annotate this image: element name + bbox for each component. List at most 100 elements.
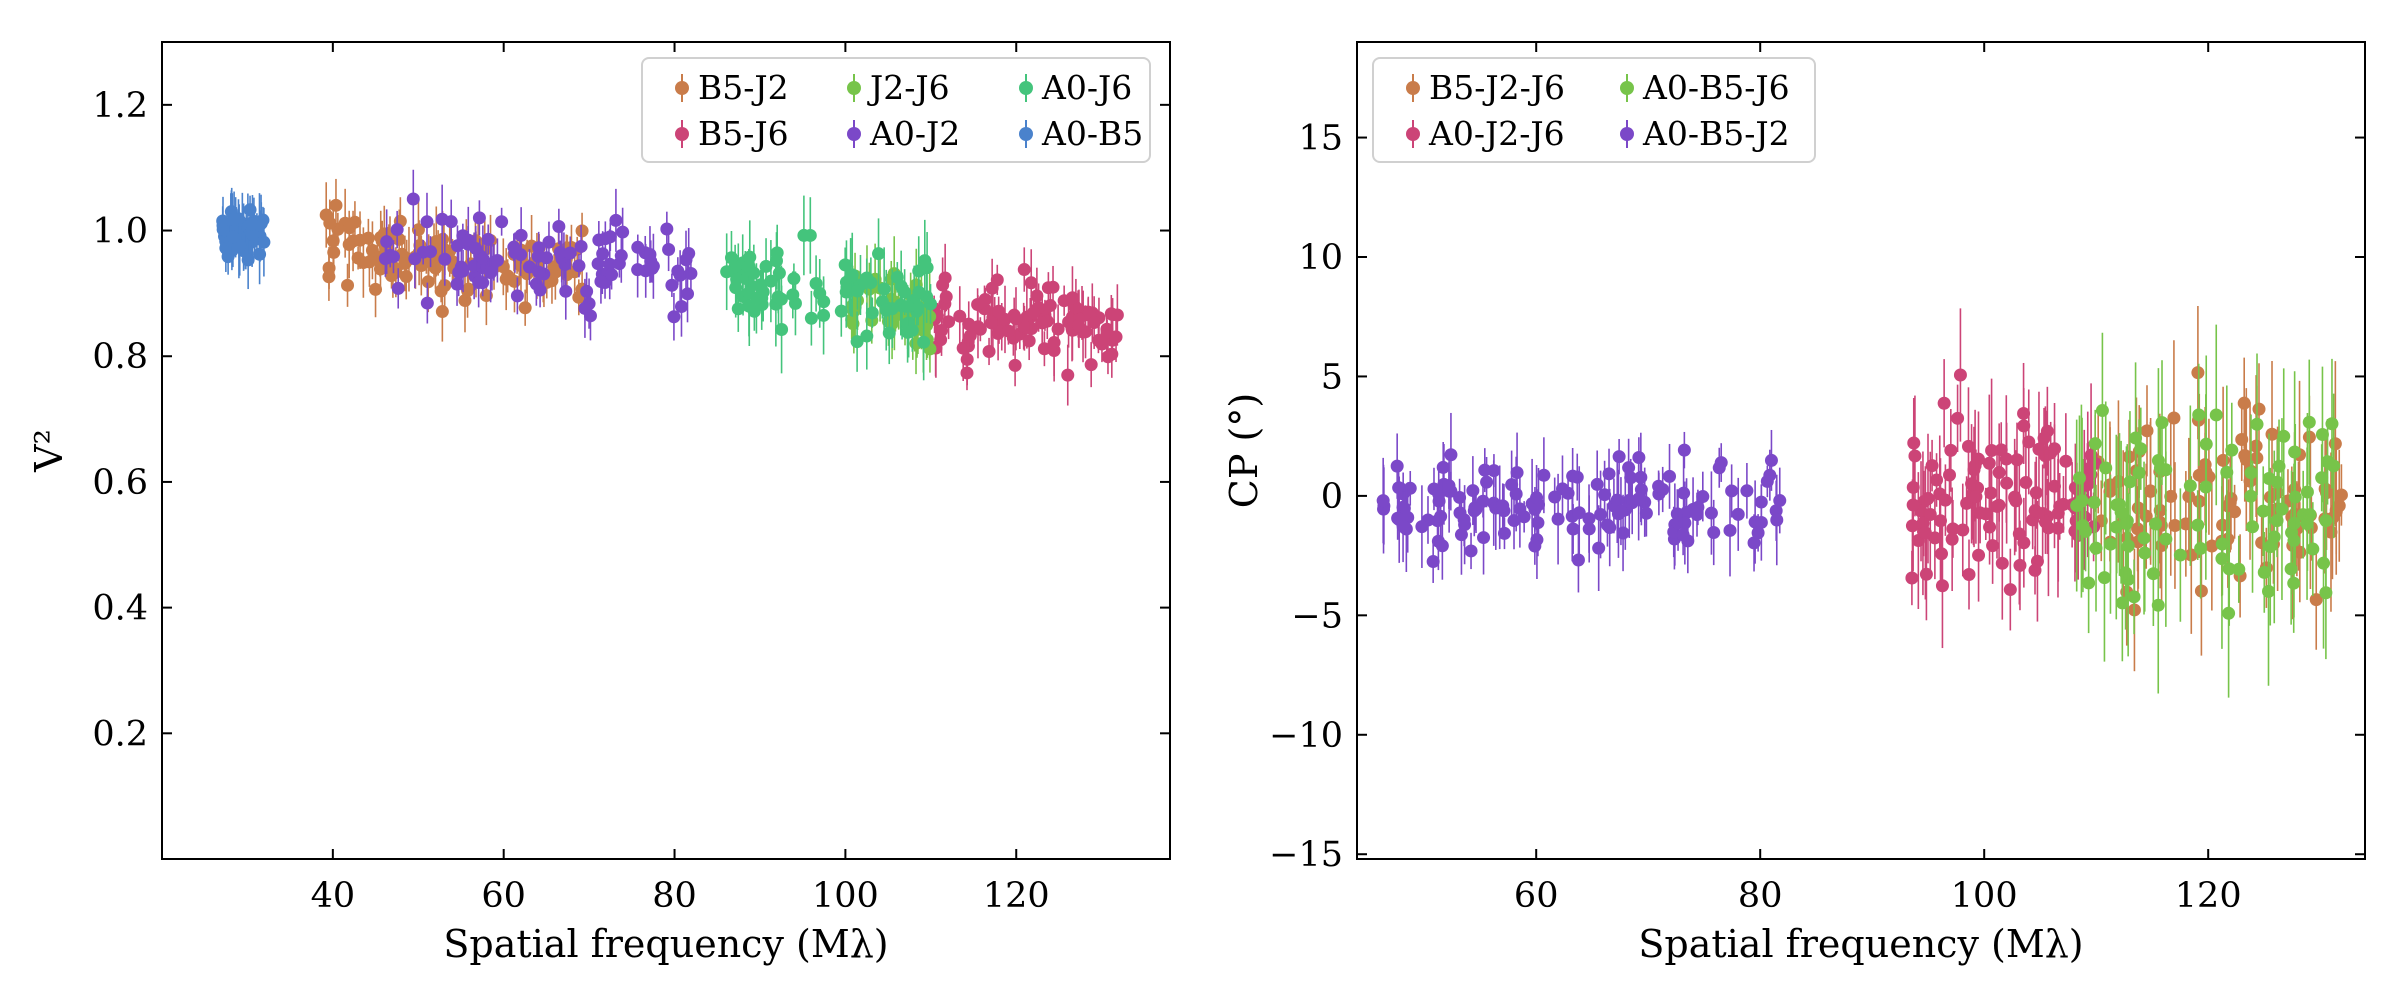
data-point: [1531, 516, 1545, 530]
data-point: [408, 252, 422, 266]
data-point: [990, 273, 1004, 287]
data-point: [518, 301, 532, 315]
data-point: [1677, 486, 1691, 500]
plot-area: [1376, 305, 2348, 698]
data-point: [2191, 366, 2205, 380]
data-point: [756, 285, 770, 299]
data-point: [860, 329, 874, 343]
data-point: [574, 239, 588, 253]
data-point: [1017, 263, 1031, 277]
data-point: [1690, 508, 1704, 522]
data-point: [720, 265, 734, 279]
data-point: [2237, 396, 2251, 410]
data-point: [542, 235, 556, 249]
data-point: [406, 192, 420, 206]
data-point: [1551, 512, 1565, 526]
data-point: [2303, 508, 2317, 522]
legend-marker: [1019, 81, 1033, 95]
data-point: [1725, 484, 1739, 498]
data-point: [1087, 316, 1101, 330]
x-tick-label: 60: [1514, 876, 1559, 916]
y-tick-label: 15: [1298, 119, 1343, 159]
data-point: [834, 304, 848, 318]
data-point: [1505, 478, 1519, 492]
data-point: [329, 198, 343, 212]
data-point: [362, 255, 376, 269]
data-point: [2250, 417, 2264, 431]
data-point: [1773, 494, 1787, 508]
legend-marker: [847, 127, 861, 141]
data-point: [1022, 334, 1036, 348]
legend-marker: [1406, 81, 1420, 95]
data-point: [1951, 411, 1965, 425]
legend-marker: [1406, 127, 1420, 141]
y-tick-label: 1.0: [92, 212, 148, 252]
data-point: [2121, 539, 2135, 553]
data-point: [1972, 548, 1986, 562]
data-point: [392, 232, 406, 246]
data-point: [671, 264, 685, 278]
data-point: [923, 310, 937, 324]
data-point: [398, 256, 412, 270]
data-point: [605, 268, 619, 282]
right-panel-closure-phase: 60 80 100 120 −15 −10 −5 0 5 10 15 Spatial frequenc…: [1222, 41, 2366, 966]
data-point: [578, 301, 592, 315]
data-point: [2059, 454, 2073, 468]
data-point: [1037, 342, 1051, 356]
data-point: [1594, 507, 1608, 521]
data-point: [508, 246, 522, 260]
data-point: [963, 329, 977, 343]
legend-entry-A0-B5-J6: A0-B5-J6: [1620, 68, 1790, 107]
data-point: [1507, 514, 1521, 528]
data-point: [1001, 324, 1015, 338]
series-A0-B5-J6: [2070, 324, 2341, 698]
data-point: [1995, 556, 2009, 570]
data-point: [1035, 316, 1049, 330]
data-point: [2334, 488, 2348, 502]
y-axis-label: V²: [27, 429, 71, 473]
data-point: [935, 323, 949, 337]
data-point: [495, 215, 509, 229]
data-point: [2183, 479, 2197, 493]
data-point: [384, 269, 398, 283]
data-point: [2184, 548, 2198, 562]
x-tick-label: 100: [812, 876, 879, 916]
legend-label: A0-J2-J6: [1428, 114, 1565, 153]
data-point: [645, 261, 659, 275]
data-point: [1571, 553, 1585, 567]
data-point: [2115, 596, 2129, 610]
data-point: [1084, 358, 1098, 372]
series-A0-B5-J2: [1376, 412, 1787, 593]
data-point: [353, 233, 367, 247]
data-point: [1704, 506, 1718, 520]
data-point: [1435, 539, 1449, 553]
data-point: [1065, 291, 1079, 305]
data-point: [2137, 531, 2151, 545]
data-point: [1760, 474, 1774, 488]
data-point: [227, 213, 241, 227]
data-point: [467, 259, 481, 273]
data-point: [2173, 548, 2187, 562]
legend-marker: [1620, 127, 1634, 141]
data-point: [1566, 522, 1580, 536]
data-point: [879, 303, 893, 317]
data-point: [769, 254, 783, 268]
data-point: [1024, 276, 1038, 290]
data-point: [533, 283, 547, 297]
data-point: [1634, 470, 1648, 484]
x-tick-label: 80: [1738, 876, 1783, 916]
data-point: [1678, 516, 1692, 530]
x-tick-label: 80: [652, 876, 697, 916]
data-point: [2167, 411, 2181, 425]
legend-entry-A0-J2-J6: A0-J2-J6: [1406, 114, 1565, 153]
data-point: [2315, 427, 2329, 441]
data-point: [616, 225, 630, 239]
data-point: [2317, 556, 2331, 570]
data-point: [960, 352, 974, 366]
data-point: [2032, 442, 2046, 456]
data-point: [2019, 476, 2033, 490]
data-point: [1632, 492, 1646, 506]
data-point: [662, 242, 676, 256]
data-point: [592, 233, 606, 247]
